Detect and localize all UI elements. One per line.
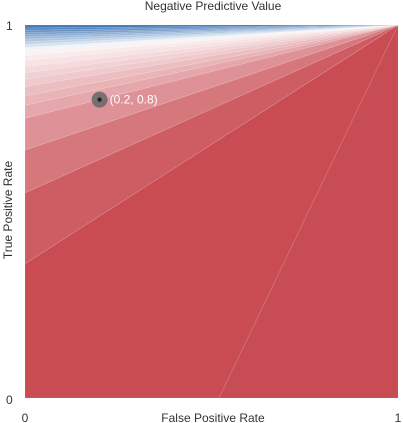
y-axis-label: True Positive Rate	[1, 161, 15, 260]
contour-band-4	[24, 24, 399, 119]
y-tick-top: 1	[6, 19, 13, 33]
contour-band-13	[24, 24, 399, 52]
contour-band-22	[24, 24, 399, 29]
roc-point[interactable]: (0.2, 0.8)	[91, 91, 158, 108]
y-tick-bottom: 0	[6, 393, 13, 407]
chart-title: Negative Predictive Value	[145, 0, 282, 13]
x-axis-label: False Positive Rate	[161, 411, 265, 423]
contour-bands	[24, 24, 399, 399]
contour-band-15	[24, 24, 399, 45]
x-tick-left: 0	[22, 411, 29, 423]
x-tick-right: 1	[395, 411, 402, 423]
point-label: (0.2, 0.8)	[110, 93, 158, 107]
point-dot[interactable]	[97, 97, 102, 102]
contour-band-21	[24, 24, 399, 31]
